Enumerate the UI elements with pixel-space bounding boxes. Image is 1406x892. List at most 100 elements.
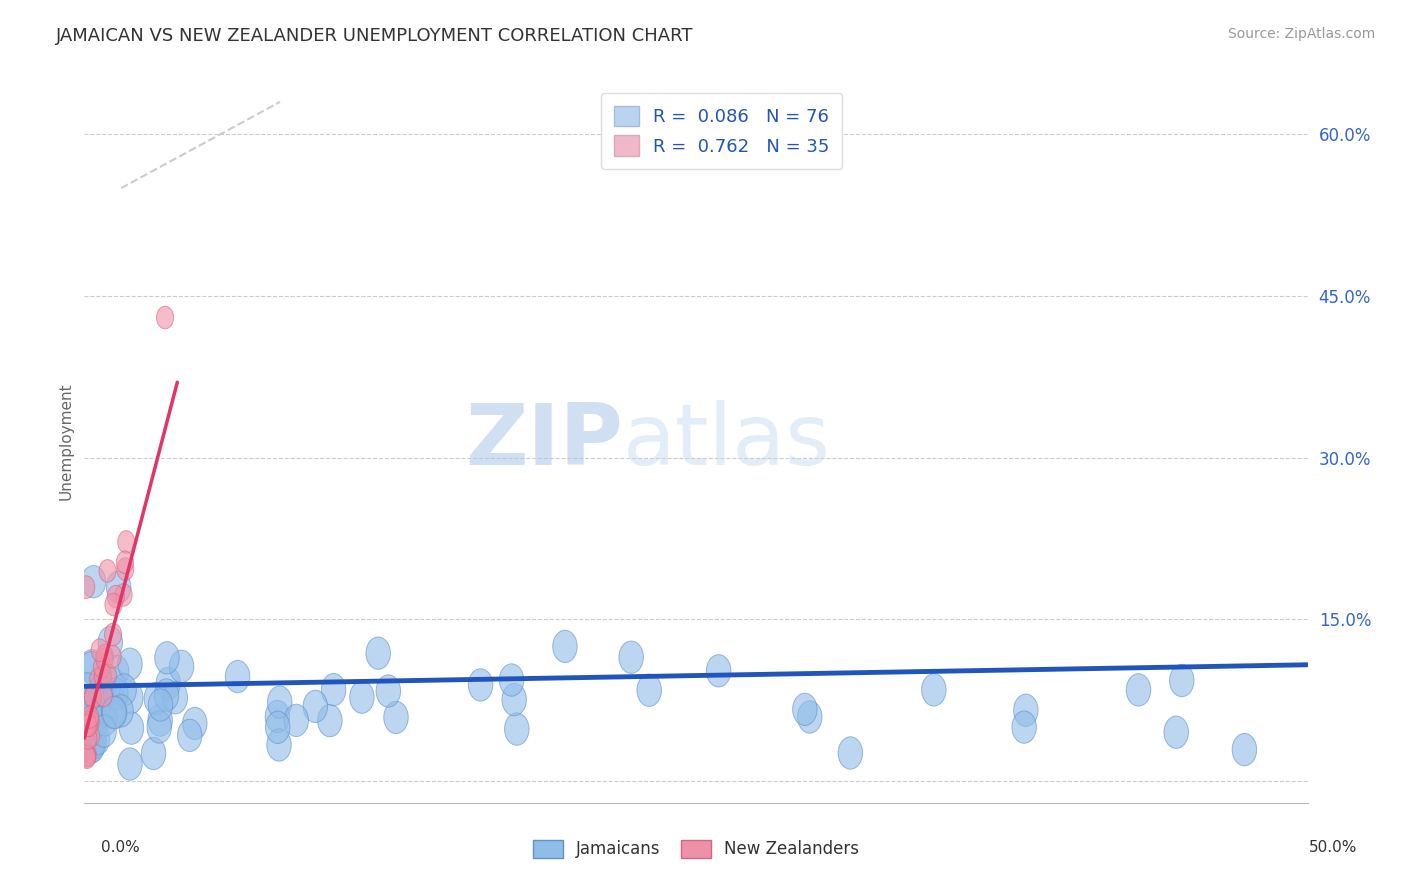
Ellipse shape bbox=[553, 631, 578, 663]
Ellipse shape bbox=[1012, 711, 1036, 743]
Ellipse shape bbox=[117, 558, 134, 581]
Ellipse shape bbox=[155, 641, 179, 674]
Ellipse shape bbox=[84, 684, 101, 707]
Ellipse shape bbox=[79, 744, 97, 766]
Ellipse shape bbox=[163, 681, 187, 714]
Ellipse shape bbox=[502, 683, 526, 715]
Ellipse shape bbox=[98, 626, 122, 658]
Ellipse shape bbox=[93, 656, 111, 678]
Ellipse shape bbox=[79, 743, 96, 765]
Ellipse shape bbox=[793, 693, 817, 725]
Ellipse shape bbox=[82, 711, 100, 733]
Ellipse shape bbox=[706, 655, 731, 687]
Ellipse shape bbox=[76, 706, 100, 739]
Ellipse shape bbox=[499, 664, 524, 696]
Ellipse shape bbox=[118, 747, 142, 780]
Ellipse shape bbox=[93, 675, 117, 707]
Ellipse shape bbox=[84, 704, 108, 736]
Ellipse shape bbox=[267, 729, 291, 761]
Ellipse shape bbox=[468, 669, 492, 701]
Text: atlas: atlas bbox=[623, 400, 831, 483]
Ellipse shape bbox=[118, 531, 135, 553]
Ellipse shape bbox=[921, 673, 946, 706]
Ellipse shape bbox=[80, 649, 104, 682]
Ellipse shape bbox=[104, 645, 121, 668]
Ellipse shape bbox=[77, 714, 96, 738]
Ellipse shape bbox=[104, 624, 122, 646]
Ellipse shape bbox=[156, 306, 174, 329]
Ellipse shape bbox=[91, 639, 108, 662]
Text: JAMAICAN VS NEW ZEALANDER UNEMPLOYMENT CORRELATION CHART: JAMAICAN VS NEW ZEALANDER UNEMPLOYMENT C… bbox=[56, 27, 693, 45]
Ellipse shape bbox=[838, 737, 863, 769]
Ellipse shape bbox=[93, 704, 117, 736]
Ellipse shape bbox=[90, 668, 107, 690]
Ellipse shape bbox=[79, 685, 103, 717]
Text: ZIP: ZIP bbox=[465, 400, 623, 483]
Ellipse shape bbox=[177, 719, 202, 752]
Ellipse shape bbox=[107, 585, 124, 608]
Ellipse shape bbox=[80, 714, 97, 737]
Ellipse shape bbox=[225, 660, 250, 693]
Ellipse shape bbox=[79, 718, 97, 740]
Ellipse shape bbox=[82, 706, 98, 728]
Ellipse shape bbox=[375, 675, 401, 707]
Ellipse shape bbox=[148, 711, 172, 743]
Ellipse shape bbox=[104, 678, 128, 710]
Ellipse shape bbox=[183, 707, 207, 739]
Ellipse shape bbox=[77, 691, 101, 724]
Ellipse shape bbox=[96, 648, 112, 671]
Ellipse shape bbox=[77, 701, 101, 733]
Ellipse shape bbox=[104, 656, 129, 688]
Ellipse shape bbox=[117, 551, 134, 574]
Ellipse shape bbox=[322, 673, 346, 706]
Ellipse shape bbox=[505, 713, 529, 745]
Text: 0.0%: 0.0% bbox=[101, 840, 141, 855]
Ellipse shape bbox=[83, 724, 100, 747]
Ellipse shape bbox=[98, 559, 117, 582]
Ellipse shape bbox=[89, 674, 114, 706]
Ellipse shape bbox=[77, 576, 94, 599]
Ellipse shape bbox=[76, 704, 100, 736]
Ellipse shape bbox=[75, 673, 100, 705]
Ellipse shape bbox=[148, 689, 173, 722]
Ellipse shape bbox=[266, 700, 290, 732]
Ellipse shape bbox=[94, 665, 111, 688]
Ellipse shape bbox=[84, 686, 101, 709]
Ellipse shape bbox=[80, 651, 104, 684]
Ellipse shape bbox=[82, 566, 105, 598]
Ellipse shape bbox=[96, 645, 112, 667]
Ellipse shape bbox=[108, 695, 134, 727]
Ellipse shape bbox=[143, 682, 169, 714]
Ellipse shape bbox=[79, 714, 96, 737]
Ellipse shape bbox=[83, 701, 107, 733]
Ellipse shape bbox=[797, 701, 823, 733]
Ellipse shape bbox=[82, 709, 98, 731]
Ellipse shape bbox=[80, 731, 104, 763]
Text: Source: ZipAtlas.com: Source: ZipAtlas.com bbox=[1227, 27, 1375, 41]
Ellipse shape bbox=[86, 723, 110, 755]
Ellipse shape bbox=[115, 583, 132, 607]
Ellipse shape bbox=[79, 731, 103, 764]
Ellipse shape bbox=[82, 726, 105, 759]
Ellipse shape bbox=[118, 648, 142, 681]
Ellipse shape bbox=[118, 681, 143, 714]
Ellipse shape bbox=[366, 637, 391, 669]
Ellipse shape bbox=[156, 667, 180, 699]
Legend: Jamaicans, New Zealanders: Jamaicans, New Zealanders bbox=[524, 831, 868, 867]
Ellipse shape bbox=[284, 704, 308, 737]
Y-axis label: Unemployment: Unemployment bbox=[58, 383, 73, 500]
Ellipse shape bbox=[1126, 673, 1150, 706]
Ellipse shape bbox=[155, 679, 179, 711]
Ellipse shape bbox=[91, 715, 117, 747]
Ellipse shape bbox=[120, 712, 143, 744]
Ellipse shape bbox=[105, 593, 122, 615]
Ellipse shape bbox=[384, 701, 408, 733]
Ellipse shape bbox=[112, 673, 136, 706]
Ellipse shape bbox=[350, 681, 374, 714]
Ellipse shape bbox=[266, 711, 290, 743]
Text: 50.0%: 50.0% bbox=[1309, 840, 1357, 855]
Ellipse shape bbox=[100, 664, 117, 687]
Ellipse shape bbox=[1164, 716, 1188, 748]
Ellipse shape bbox=[79, 712, 97, 734]
Ellipse shape bbox=[103, 696, 127, 729]
